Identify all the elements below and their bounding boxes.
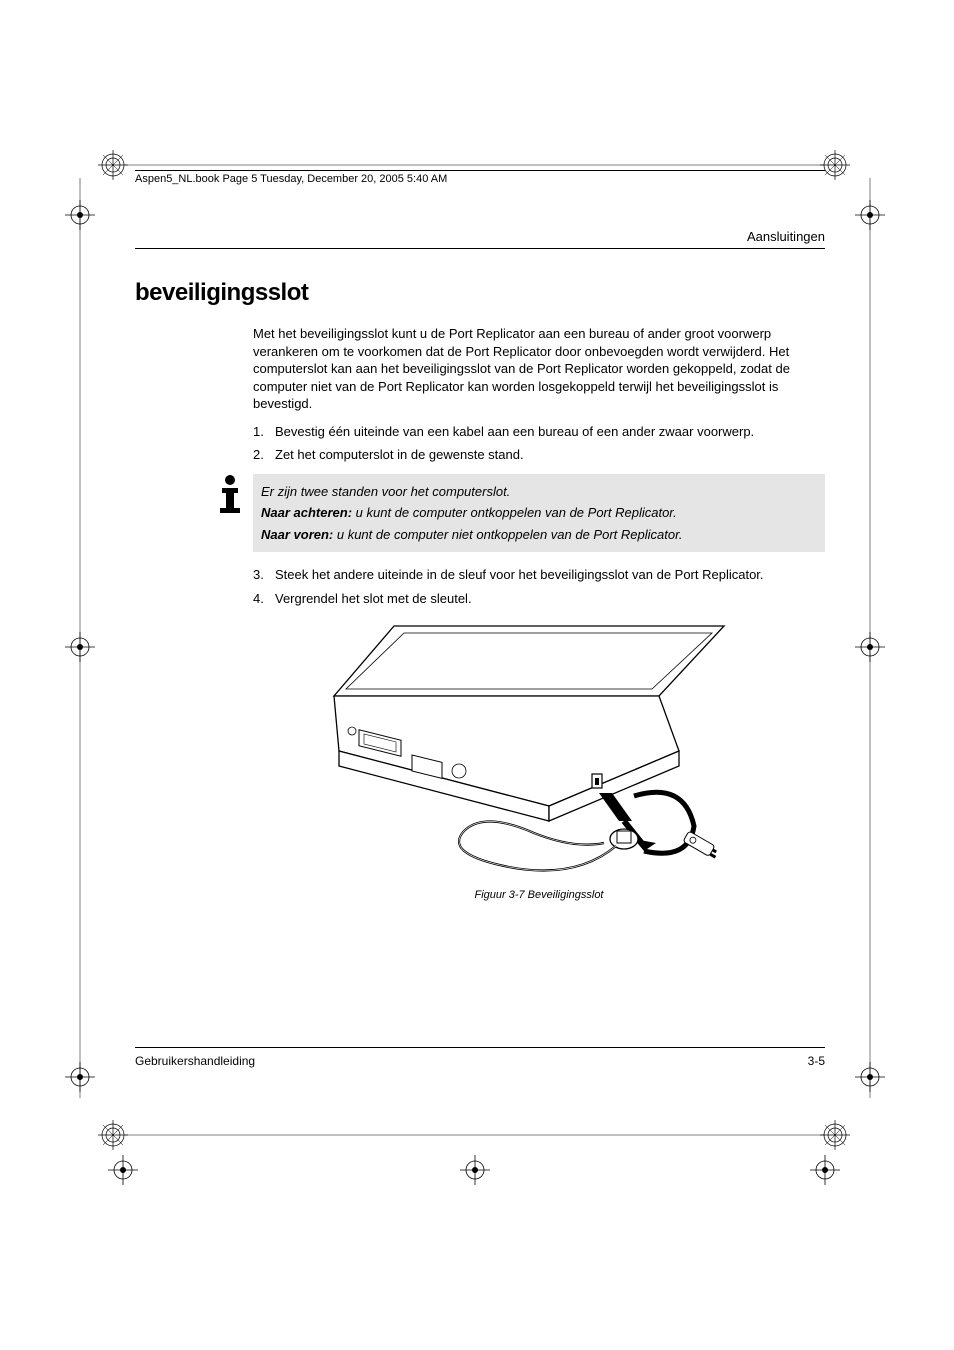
crop-mark-icon xyxy=(108,1155,138,1185)
list-item: 3. Steek het andere uiteinde in de sleuf… xyxy=(253,566,825,584)
list-number: 2. xyxy=(253,446,275,464)
list-text: Steek het andere uiteinde in de sleuf vo… xyxy=(275,566,764,584)
list-text: Zet het computerslot in de gewenste stan… xyxy=(275,446,524,464)
footer-right: 3-5 xyxy=(808,1054,825,1068)
crop-mark-icon xyxy=(98,150,128,180)
note-box: Er zijn twee standen voor het computersl… xyxy=(253,474,825,553)
note-text: u kunt de computer ontkoppelen van de Po… xyxy=(352,505,677,520)
info-icon xyxy=(213,474,253,521)
crop-mark-icon xyxy=(460,1155,490,1185)
intro-paragraph: Met het beveiligingsslot kunt u de Port … xyxy=(253,325,825,413)
list-number: 1. xyxy=(253,423,275,441)
section-header: Aansluitingen xyxy=(135,229,825,249)
list-text: Bevestig één uiteinde van een kabel aan … xyxy=(275,423,754,441)
list-item: 4. Vergrendel het slot met de sleutel. xyxy=(253,590,825,608)
list-number: 4. xyxy=(253,590,275,608)
crop-mark-icon xyxy=(98,1120,128,1150)
list-number: 3. xyxy=(253,566,275,584)
figure: Figuur 3-7 Beveiligingsslot xyxy=(253,621,825,901)
note-bold: Naar achteren: xyxy=(261,505,352,520)
list-item: 2. Zet het computerslot in de gewenste s… xyxy=(253,446,825,464)
note-line: Naar voren: u kunt de computer niet ontk… xyxy=(261,525,817,545)
list-text: Vergrendel het slot met de sleutel. xyxy=(275,590,472,608)
running-header: Aspen5_NL.book Page 5 Tuesday, December … xyxy=(135,173,825,185)
note-text: u kunt de computer niet ontkoppelen van … xyxy=(333,527,682,542)
page-footer: Gebruikershandleiding 3-5 xyxy=(135,1047,825,1068)
page-heading: beveiligingsslot xyxy=(135,279,825,307)
note-block: Er zijn twee standen voor het computersl… xyxy=(135,474,825,553)
note-bold: Naar voren: xyxy=(261,527,333,542)
steps-list-a: 1. Bevestig één uiteinde van een kabel a… xyxy=(253,423,825,464)
crop-line xyxy=(78,178,82,1098)
crop-line xyxy=(868,178,872,1098)
note-line: Er zijn twee standen voor het computersl… xyxy=(261,482,817,502)
header-rule xyxy=(135,170,825,171)
steps-list-b: 3. Steek het andere uiteinde in de sleuf… xyxy=(253,566,825,607)
footer-left: Gebruikershandleiding xyxy=(135,1054,255,1068)
figure-caption: Figuur 3-7 Beveiligingsslot xyxy=(253,889,825,901)
crop-mark-icon xyxy=(810,1155,840,1185)
list-item: 1. Bevestig één uiteinde van een kabel a… xyxy=(253,423,825,441)
figure-illustration xyxy=(324,621,754,881)
note-line: Naar achteren: u kunt de computer ontkop… xyxy=(261,503,817,523)
page-content: Aspen5_NL.book Page 5 Tuesday, December … xyxy=(135,108,825,1158)
